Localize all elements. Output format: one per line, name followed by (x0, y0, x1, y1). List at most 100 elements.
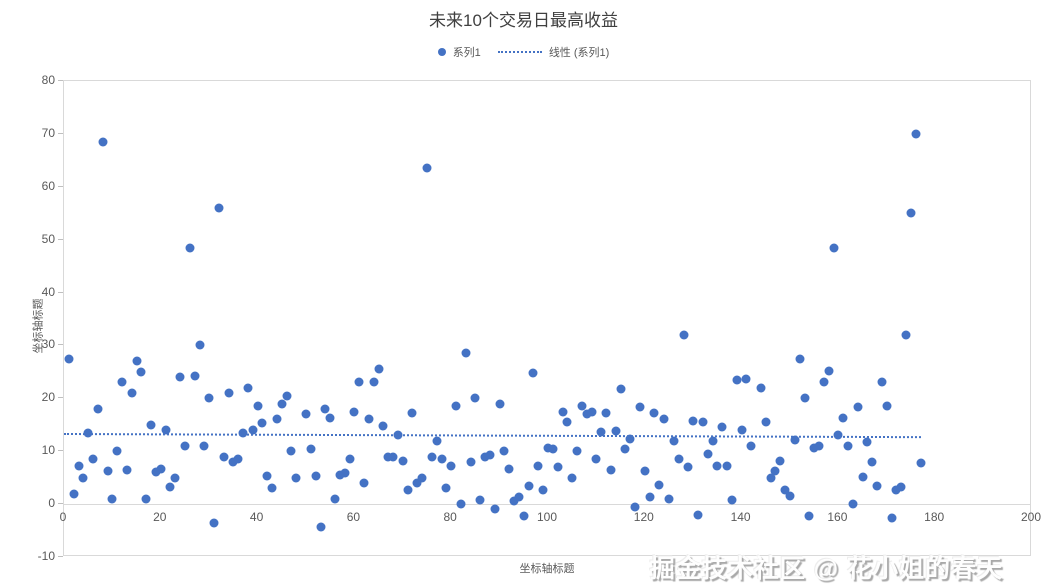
y-tick-mark (58, 450, 63, 452)
data-point (809, 443, 819, 453)
data-point (417, 473, 427, 483)
data-point (562, 417, 572, 427)
y-tick-mark (58, 503, 63, 505)
data-point (161, 425, 171, 435)
data-point (349, 407, 359, 417)
data-point (359, 478, 369, 488)
data-point (741, 374, 751, 384)
data-point (543, 443, 553, 453)
data-point (625, 434, 635, 444)
watermark: 掘金技术社区 @ 花小姐的春天 (649, 555, 1003, 583)
y-tick-mark (58, 185, 63, 187)
data-point (528, 368, 538, 378)
data-point (93, 404, 103, 414)
data-point (466, 457, 476, 467)
data-point (393, 430, 403, 440)
y-axis-title: 坐标轴标题 (32, 298, 45, 354)
data-point (267, 483, 277, 493)
data-point (572, 446, 582, 456)
data-point (335, 470, 345, 480)
y-tick-label: 80 (41, 73, 55, 87)
y-tick-mark (58, 80, 63, 81)
data-point (78, 473, 88, 483)
x-tick-label: 0 (59, 510, 67, 525)
data-point (790, 435, 800, 445)
data-point (887, 513, 897, 523)
y-tick-mark (58, 556, 63, 557)
data-point (141, 494, 151, 504)
data-point (103, 466, 113, 476)
data-point (117, 377, 127, 387)
data-point (635, 402, 645, 412)
data-point (383, 452, 393, 461)
x-tick-label: 120 (633, 510, 654, 525)
y-tick-mark (58, 238, 63, 240)
data-point (325, 413, 335, 423)
data-point (122, 465, 132, 475)
data-point (611, 426, 621, 436)
data-point (330, 494, 340, 504)
data-point (877, 377, 887, 387)
data-point (427, 452, 437, 461)
data-point (316, 522, 326, 532)
data-point (340, 468, 350, 478)
data-point (587, 407, 597, 417)
data-point (291, 473, 301, 483)
data-point (388, 452, 398, 461)
data-point (170, 473, 180, 483)
y-tick-label: 30 (41, 337, 55, 352)
data-point (286, 446, 296, 456)
y-tick-label: 20 (41, 390, 55, 405)
y-tick-mark (58, 291, 63, 293)
data-point (872, 481, 882, 491)
data-point (911, 129, 921, 139)
data-point (737, 425, 747, 435)
data-point (824, 366, 834, 376)
data-point (185, 243, 195, 253)
data-point (679, 330, 689, 340)
data-point (693, 510, 703, 520)
y-tick-label: 40 (41, 284, 55, 299)
data-point (640, 466, 650, 476)
y-tick-mark (58, 344, 63, 346)
data-point (649, 408, 659, 418)
data-point (645, 492, 655, 502)
data-point (906, 208, 916, 218)
data-point (165, 482, 175, 492)
x-tick-label: 140 (730, 510, 751, 525)
data-point (896, 482, 906, 492)
data-point (838, 413, 848, 423)
data-point (69, 489, 79, 499)
data-point (785, 491, 795, 501)
data-point (862, 437, 872, 447)
data-point (780, 485, 790, 495)
data-point (272, 414, 282, 424)
data-point (238, 428, 248, 438)
data-point (282, 391, 292, 401)
data-point (533, 461, 543, 470)
data-point (83, 428, 93, 438)
data-point (301, 409, 311, 419)
x-tick-label: 40 (249, 510, 264, 525)
data-point (558, 407, 568, 417)
data-point (829, 243, 839, 253)
data-point (717, 422, 727, 432)
data-point (277, 399, 287, 409)
data-point (107, 494, 117, 504)
y-tick-mark (58, 132, 63, 134)
data-point (669, 436, 679, 446)
data-point (601, 408, 611, 418)
y-tick-label: 0 (48, 496, 55, 511)
data-point (524, 481, 534, 491)
data-point (843, 441, 853, 451)
data-point (74, 461, 84, 470)
data-point (451, 401, 461, 411)
data-point (775, 456, 785, 466)
data-point (311, 471, 321, 481)
data-point (577, 401, 587, 411)
legend-series-marker-icon (437, 48, 446, 56)
data-point (901, 330, 911, 340)
data-point (64, 354, 74, 364)
data-point (712, 461, 722, 470)
data-point (519, 511, 529, 521)
